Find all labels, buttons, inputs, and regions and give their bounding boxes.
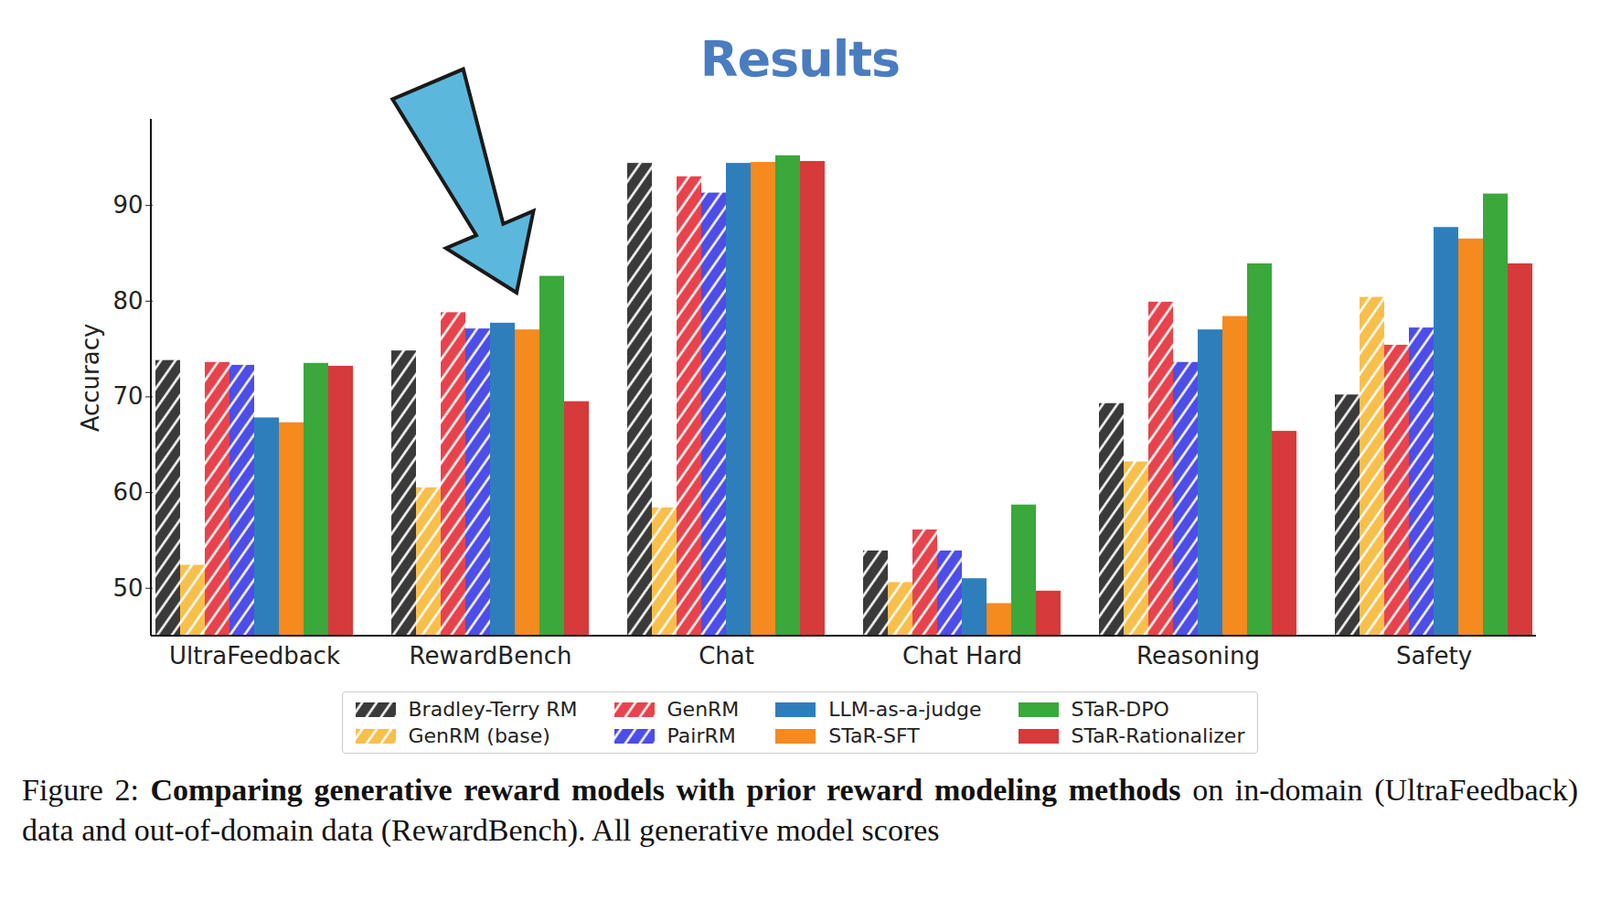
- html-text:Bradley-Terry RM: Bradley-Terry RM: [408, 697, 578, 721]
- html-text:LLM-as-a-judge: LLM-as-a-judge: [828, 697, 982, 721]
- html-text:PairRM: PairRM: [666, 724, 736, 747]
- svg-text:70: 70: [112, 382, 143, 410]
- html-text:Results: Results: [700, 30, 900, 88]
- html-text:STaR-DPO: STaR-DPO: [1071, 697, 1170, 721]
- svg-text:50: 50: [112, 574, 143, 602]
- svg-text:80: 80: [112, 287, 143, 315]
- svg-text:Safety: Safety: [1396, 641, 1472, 670]
- svg-text:90: 90: [112, 191, 143, 219]
- html-text:GenRM: GenRM: [666, 697, 740, 721]
- svg-text:60: 60: [112, 478, 143, 506]
- html-text:STaR-Rationalizer: STaR-Rationalizer: [1071, 724, 1245, 747]
- html-text:Figure 2: Comparing generative: Figure 2: Comparing generative reward mo…: [21, 772, 1579, 847]
- svg-text:RewardBench: RewardBench: [409, 641, 573, 670]
- svg-text:Chat: Chat: [698, 641, 755, 670]
- svg-text:Reasoning: Reasoning: [1136, 641, 1260, 670]
- svg-text:Accuracy: Accuracy: [76, 323, 105, 433]
- html-text:STaR-SFT: STaR-SFT: [828, 724, 920, 747]
- html-text:GenRM (base): GenRM (base): [408, 724, 551, 747]
- svg-text:Chat Hard: Chat Hard: [902, 641, 1023, 670]
- svg-text:UltraFeedback: UltraFeedback: [169, 641, 341, 670]
